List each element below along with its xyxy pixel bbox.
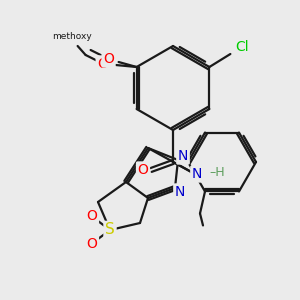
Text: O: O xyxy=(87,237,98,251)
Text: N: N xyxy=(175,185,185,199)
Text: –H: –H xyxy=(209,166,225,178)
Text: methoxy: methoxy xyxy=(52,32,92,41)
Text: S: S xyxy=(105,223,115,238)
Text: N: N xyxy=(178,149,188,163)
Text: N: N xyxy=(192,167,202,181)
Text: O: O xyxy=(97,57,108,71)
Text: O: O xyxy=(138,163,148,177)
Text: Cl: Cl xyxy=(236,40,249,54)
Text: O: O xyxy=(103,52,114,66)
Text: O: O xyxy=(87,209,98,223)
